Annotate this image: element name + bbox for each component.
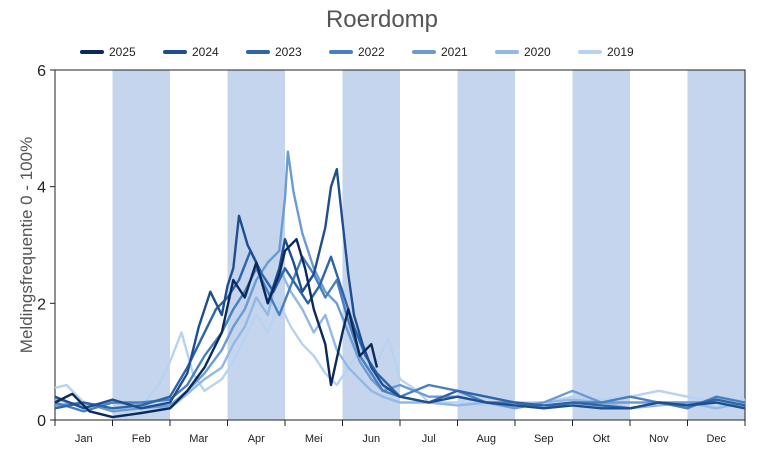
x-tick-label-dec: Dec: [706, 433, 726, 445]
legend-item-2024: 2024: [163, 45, 219, 59]
x-tick-label-mei: Mei: [305, 433, 323, 445]
legend-label-2021: 2021: [441, 45, 468, 59]
legend: 2025 2024 2023 2022 2021 2020 2019: [80, 45, 634, 59]
x-tick-label-jul: Jul: [422, 433, 436, 445]
series-lines: [54, 150, 746, 419]
x-tick-label-apr: Apr: [248, 433, 265, 445]
series-line-2020: [54, 267, 746, 410]
x-tick-label-jan: Jan: [75, 433, 93, 445]
x-tick-label-aug: Aug: [476, 433, 496, 445]
series-line-2024: [54, 168, 746, 410]
series-line-2021: [54, 150, 746, 413]
legend-item-2023: 2023: [246, 45, 302, 59]
legend-item-2022: 2022: [329, 45, 385, 59]
month-band-apr: [227, 70, 285, 420]
series-line-2019: [54, 302, 746, 410]
y-tick-label-1: 2: [37, 296, 46, 313]
legend-label-2023: 2023: [275, 45, 302, 59]
y-tick-label-2: 4: [37, 180, 46, 197]
y-tick-label-3: 6: [37, 63, 46, 80]
x-tick-label-jun: Jun: [362, 433, 380, 445]
y-tick-label-0: 0: [37, 413, 46, 430]
legend-label-2024: 2024: [192, 45, 219, 59]
month-bands: [112, 70, 745, 420]
x-tick-label-mar: Mar: [189, 433, 208, 445]
legend-item-2020: 2020: [495, 45, 551, 59]
legend-label-2025: 2025: [109, 45, 136, 59]
axes: 0 2 4 6 Jan Feb Mar Apr Mei Jun Jul Aug Sep Okt Nov Dec: [37, 63, 746, 445]
legend-item-2025: 2025: [80, 45, 136, 59]
month-band-feb: [112, 70, 170, 420]
y-axis-label: Meldingsfrequentie 0 - 100%: [17, 137, 36, 353]
series-line-2025: [54, 238, 379, 419]
legend-label-2019: 2019: [607, 45, 634, 59]
chart-title: Roerdomp: [326, 6, 438, 33]
x-tick-label-feb: Feb: [132, 433, 151, 445]
x-tick-label-okt: Okt: [593, 433, 610, 445]
x-tick-label-sep: Sep: [534, 433, 554, 445]
month-band-dec: [687, 70, 745, 420]
month-band-aug: [457, 70, 515, 420]
legend-item-2019: 2019: [578, 45, 634, 59]
legend-item-2021: 2021: [412, 45, 468, 59]
legend-label-2022: 2022: [358, 45, 385, 59]
month-band-okt: [572, 70, 630, 420]
legend-label-2020: 2020: [524, 45, 551, 59]
x-tick-label-nov: Nov: [649, 433, 669, 445]
series-line-2023: [54, 249, 746, 410]
